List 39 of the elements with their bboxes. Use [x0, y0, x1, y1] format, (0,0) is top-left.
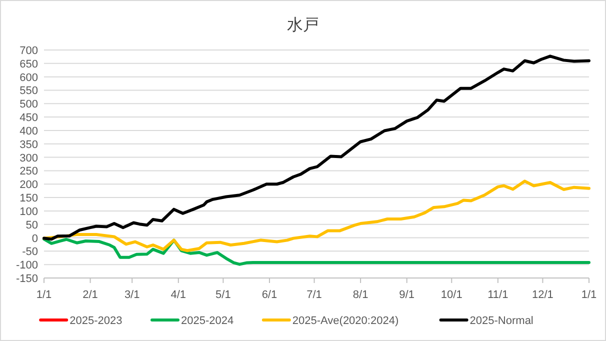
- x-tick-label: 8/1: [352, 289, 368, 301]
- legend-label: 2025-2023: [70, 315, 122, 327]
- y-tick-label: 350: [20, 138, 38, 151]
- x-tick-label: 5/1: [216, 289, 231, 301]
- y-tick-label: -50: [22, 246, 38, 258]
- y-tick-label: 600: [20, 72, 38, 84]
- chart-title: 水戸: [287, 16, 319, 34]
- x-tick-label: 7/1: [306, 289, 322, 301]
- x-tick-label: 1/1: [581, 289, 597, 301]
- y-tick-label: 100: [20, 206, 38, 218]
- y-tick-label: 550: [20, 85, 38, 98]
- y-tick-label: 50: [26, 219, 38, 232]
- legend-label: 2025-Ave(2020:2024): [292, 315, 399, 327]
- y-tick-label: 200: [20, 179, 38, 192]
- x-tick-label: 1/1: [36, 289, 52, 301]
- legend-label: 2025-Normal: [470, 315, 534, 327]
- y-tick-label: 500: [20, 98, 38, 111]
- legend-label: 2025-2024: [181, 315, 234, 327]
- y-tick-label: -150: [16, 273, 38, 285]
- y-tick-label: 300: [20, 152, 38, 164]
- y-tick-label: -100: [16, 260, 38, 272]
- y-tick-label: 400: [20, 125, 38, 138]
- y-tick-label: 250: [20, 166, 38, 178]
- y-tick-label: 700: [20, 45, 38, 57]
- x-tick-label: 11/1: [488, 289, 508, 301]
- x-tick-label: 10/1: [440, 289, 462, 301]
- line-series: [42, 238, 590, 266]
- y-tick-label: 0: [32, 232, 38, 245]
- x-tick-label: 4/1: [170, 289, 186, 301]
- x-tick-label: 9/1: [399, 289, 414, 301]
- x-tick-label: 3/1: [124, 289, 140, 301]
- y-tick-label: 450: [20, 112, 38, 124]
- x-tick-label: 6/1: [262, 289, 278, 301]
- line-series: [42, 54, 590, 241]
- y-tick-label: 650: [20, 58, 38, 70]
- x-tick-label: 12/1: [532, 289, 554, 301]
- y-tick-label: 150: [20, 192, 38, 205]
- x-tick-label: 2/1: [82, 289, 98, 301]
- line-series: [42, 180, 590, 252]
